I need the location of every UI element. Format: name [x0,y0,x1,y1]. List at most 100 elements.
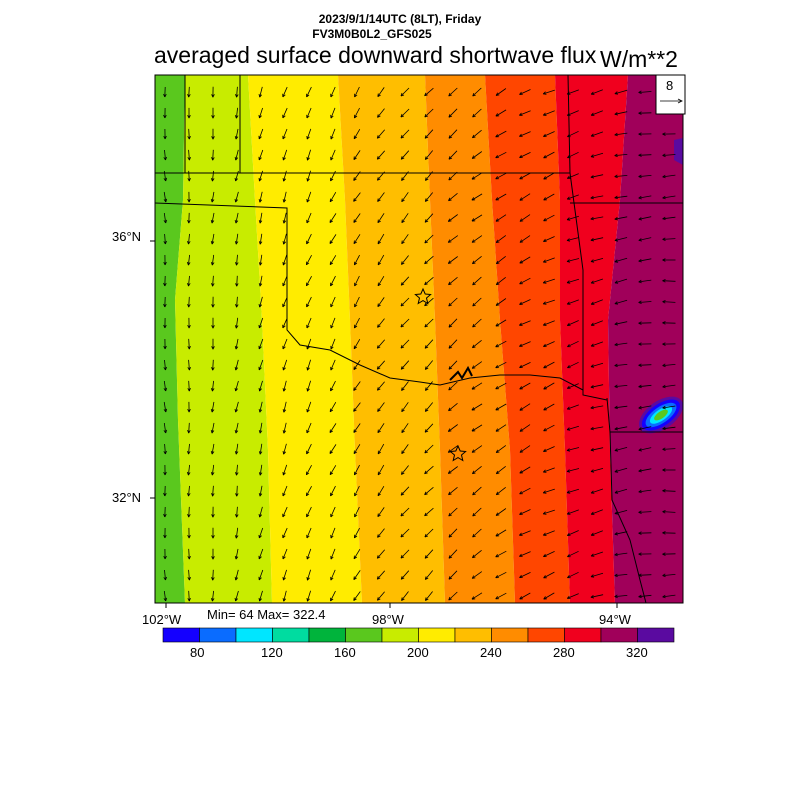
wind-arrow [567,593,579,599]
wind-arrow-head [187,535,190,539]
wind-arrow [353,548,361,560]
wind-arrow-head [282,409,285,413]
wind-arrow-head [306,387,308,392]
wind-arrow [662,511,676,513]
wind-arrow [662,448,676,450]
wind-arrow-head [330,115,334,119]
wind-arrow-head [188,409,191,413]
wind-arrow [400,339,410,349]
wind-arrow-head [234,198,236,203]
wind-arrow [543,530,555,536]
wind-arrow-head [519,532,522,536]
wind-arrow [400,276,410,286]
wind-arrow-head [353,367,357,370]
wind-arrow [400,318,410,328]
wind-arrow-head [377,514,381,517]
wind-arrow-head [163,534,166,539]
wind-arrow-head [306,346,310,350]
wind-arrow-head [662,280,666,283]
wind-arrow [471,151,483,159]
wind-arrow [519,89,531,95]
wind-arrow [235,590,239,602]
wind-arrow [519,152,531,158]
wind-arrow-head [306,94,310,98]
wind-arrow [543,446,555,452]
wind-arrow-head [188,177,191,182]
wind-arrow [235,401,239,413]
wind-arrow-head [235,283,238,287]
wind-arrow-head [590,447,594,451]
wind-arrow-head [566,532,570,536]
wind-arrow [164,149,166,161]
wind-arrow-head [258,303,260,308]
wind-arrow-head [543,469,546,473]
wind-arrow-head [590,176,595,179]
colorbar-swatch [637,627,675,643]
wind-arrow [448,256,458,264]
wind-arrow-head [424,304,428,307]
wind-arrow-head [424,535,429,538]
wind-arrow-head [614,492,619,494]
wind-arrow [424,486,434,496]
wind-arrow-head [306,514,310,518]
wind-arrow [425,381,433,391]
wind-arrow [590,278,604,284]
wind-arrow [235,380,239,392]
wind-arrow-head [590,216,594,220]
wind-arrow-head [258,367,262,371]
wind-arrow [567,320,579,326]
wind-arrow-head [283,241,287,245]
wind-arrow [259,590,263,602]
wind-arrow-head [401,598,405,601]
wind-arrow [472,486,482,496]
wind-arrow-head [259,115,262,119]
wind-arrow-head [400,304,405,307]
wind-arrow-head [638,594,642,598]
wind-arrow-head [354,262,358,266]
wind-arrow-head [401,429,403,433]
wind-arrow-head [282,240,284,245]
wind-arrow-head [590,576,595,578]
wind-arrow-head [187,450,189,455]
wind-arrow-head [377,408,379,412]
wind-arrow [448,297,458,307]
wind-arrow-head [614,155,618,158]
wind-arrow-head [424,472,428,475]
wind-arrow-head [377,262,382,266]
wind-arrow-head [495,344,498,348]
wind-arrow-head [211,199,215,203]
wind-arrow [614,195,628,199]
wind-arrow-head [496,451,500,453]
wind-arrow [662,574,676,576]
wind-arrow [236,107,238,119]
wind-arrow [448,570,458,580]
wind-arrow-head [211,136,214,140]
wind-arrow-head [306,556,310,560]
wind-arrow [519,110,531,116]
wind-arrow-head [400,344,403,349]
wind-arrow-head [425,367,429,370]
wind-arrow-head [282,283,286,287]
wind-arrow [282,86,288,98]
wind-arrow [495,151,507,159]
wind-arrow [567,361,579,369]
wind-arrow [259,380,263,392]
wind-arrow-head [590,405,594,409]
wind-arrow-head [353,409,357,412]
wind-arrow [377,87,385,97]
wind-arrow-head [590,471,595,473]
wind-arrow-head [401,177,403,181]
wind-arrow-head [495,134,498,138]
wind-arrow-head [424,408,427,412]
wind-arrow-head [211,304,214,308]
wind-arrow-head [471,197,475,201]
wind-arrow-head [472,134,475,138]
wind-arrow-head [259,262,263,266]
wind-arrow [259,254,263,266]
wind-arrow-head [519,451,524,453]
wind-arrow [329,444,337,454]
wind-arrow-head [188,115,191,119]
wind-arrow [472,129,482,139]
wind-arrow [448,381,458,391]
wind-arrow [163,380,167,392]
